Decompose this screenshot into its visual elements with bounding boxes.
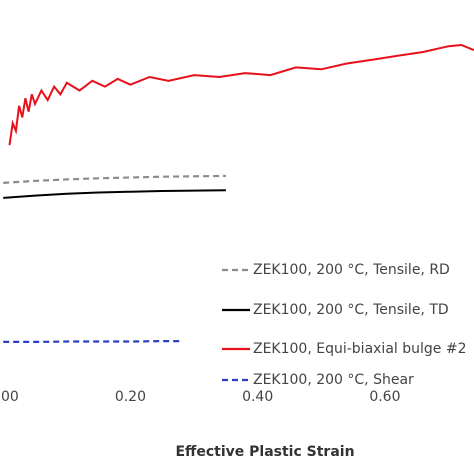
data-line bbox=[3, 174, 226, 184]
x-tick-label: 0.40 bbox=[242, 389, 273, 405]
legend-label: ZEK100, Equi-biaxial bulge #2 bbox=[253, 341, 466, 357]
x-axis-label: Effective Plastic Strain bbox=[175, 444, 354, 460]
x-tick-label: 0.00 bbox=[0, 389, 19, 405]
legend-label: ZEK100, 200 °C, Tensile, RD bbox=[253, 262, 450, 278]
data-line bbox=[3, 340, 182, 343]
x-tick-label: 0.20 bbox=[115, 389, 146, 405]
x-tick-label: 0.60 bbox=[369, 389, 400, 405]
data-line bbox=[8, 43, 474, 146]
legend-label: ZEK100, 200 °C, Shear bbox=[253, 372, 414, 388]
data-line bbox=[3, 189, 226, 199]
legend-label: ZEK100, 200 °C, Tensile, TD bbox=[253, 302, 449, 318]
